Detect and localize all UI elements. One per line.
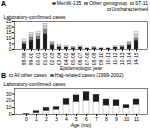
svg-text:11: 11 <box>134 116 139 122</box>
svg-text:00-01: 00-01 <box>35 52 41 65</box>
html-text:Hajj-related cases (1999-2002): Hajj-related cases (1999-2002) <box>54 72 124 78</box>
svg-text:09-10: 09-10 <box>98 52 104 65</box>
svg-text:3: 3 <box>55 116 58 122</box>
svg-text:02-03: 02-03 <box>49 52 55 65</box>
html-text:All other cases: All other cases <box>14 72 47 78</box>
svg-text:Laboratory-confirmed cases: Laboratory-confirmed cases <box>4 14 66 20</box>
svg-text:03-04: 03-04 <box>56 52 62 65</box>
html-text:B: B <box>1 72 7 79</box>
svg-text:1: 1 <box>35 116 38 122</box>
svg-text:10: 10 <box>6 104 12 110</box>
svg-text:13-14: 13-14 <box>126 52 132 65</box>
svg-text:20: 20 <box>6 97 12 103</box>
svg-text:5: 5 <box>9 41 12 47</box>
svg-text:30: 30 <box>6 91 12 97</box>
html-text:Other genogroup: Other genogroup <box>89 0 127 6</box>
svg-text:01-02: 01-02 <box>42 52 48 65</box>
svg-text:5: 5 <box>75 116 78 123</box>
svg-text:15: 15 <box>6 29 12 35</box>
svg-text:0: 0 <box>25 116 28 122</box>
svg-text:7: 7 <box>95 116 98 122</box>
svg-text:Epidemiologic year: Epidemiologic year <box>60 65 103 71</box>
svg-text:8: 8 <box>105 116 108 122</box>
svg-text:04-05: 04-05 <box>63 52 69 65</box>
svg-text:05-06: 05-06 <box>70 52 76 65</box>
svg-text:06-07: 06-07 <box>77 52 83 65</box>
svg-text:98-99: 98-99 <box>21 52 27 65</box>
html-text:A: A <box>1 0 7 7</box>
svg-text:9: 9 <box>115 116 118 122</box>
svg-text:25: 25 <box>5 18 12 25</box>
svg-text:0: 0 <box>9 111 12 117</box>
svg-text:4: 4 <box>65 116 68 122</box>
svg-text:07-08: 07-08 <box>84 52 90 65</box>
svg-text:12-13: 12-13 <box>119 52 125 65</box>
svg-text:08-09: 08-09 <box>91 52 97 65</box>
svg-text:Age (mo): Age (mo) <box>71 122 92 128</box>
html-text:MenW-135: MenW-135 <box>56 0 82 6</box>
svg-text:Laboratory-confirmed cases: Laboratory-confirmed cases <box>4 81 66 87</box>
svg-text:20: 20 <box>6 24 12 30</box>
html-text:Uncharacterised: Uncharacterised <box>111 6 148 12</box>
svg-text:0: 0 <box>9 46 12 52</box>
svg-text:14-15: 14-15 <box>133 52 139 65</box>
svg-text:10: 10 <box>6 35 12 41</box>
svg-text:10: 10 <box>124 116 130 122</box>
html-text:ST-11: ST-11 <box>135 0 148 6</box>
svg-text:99-00: 99-00 <box>28 52 34 65</box>
svg-text:2: 2 <box>45 116 48 122</box>
svg-text:11-12: 11-12 <box>112 52 118 65</box>
svg-text:6: 6 <box>85 116 88 123</box>
svg-text:10-11: 10-11 <box>105 52 111 65</box>
